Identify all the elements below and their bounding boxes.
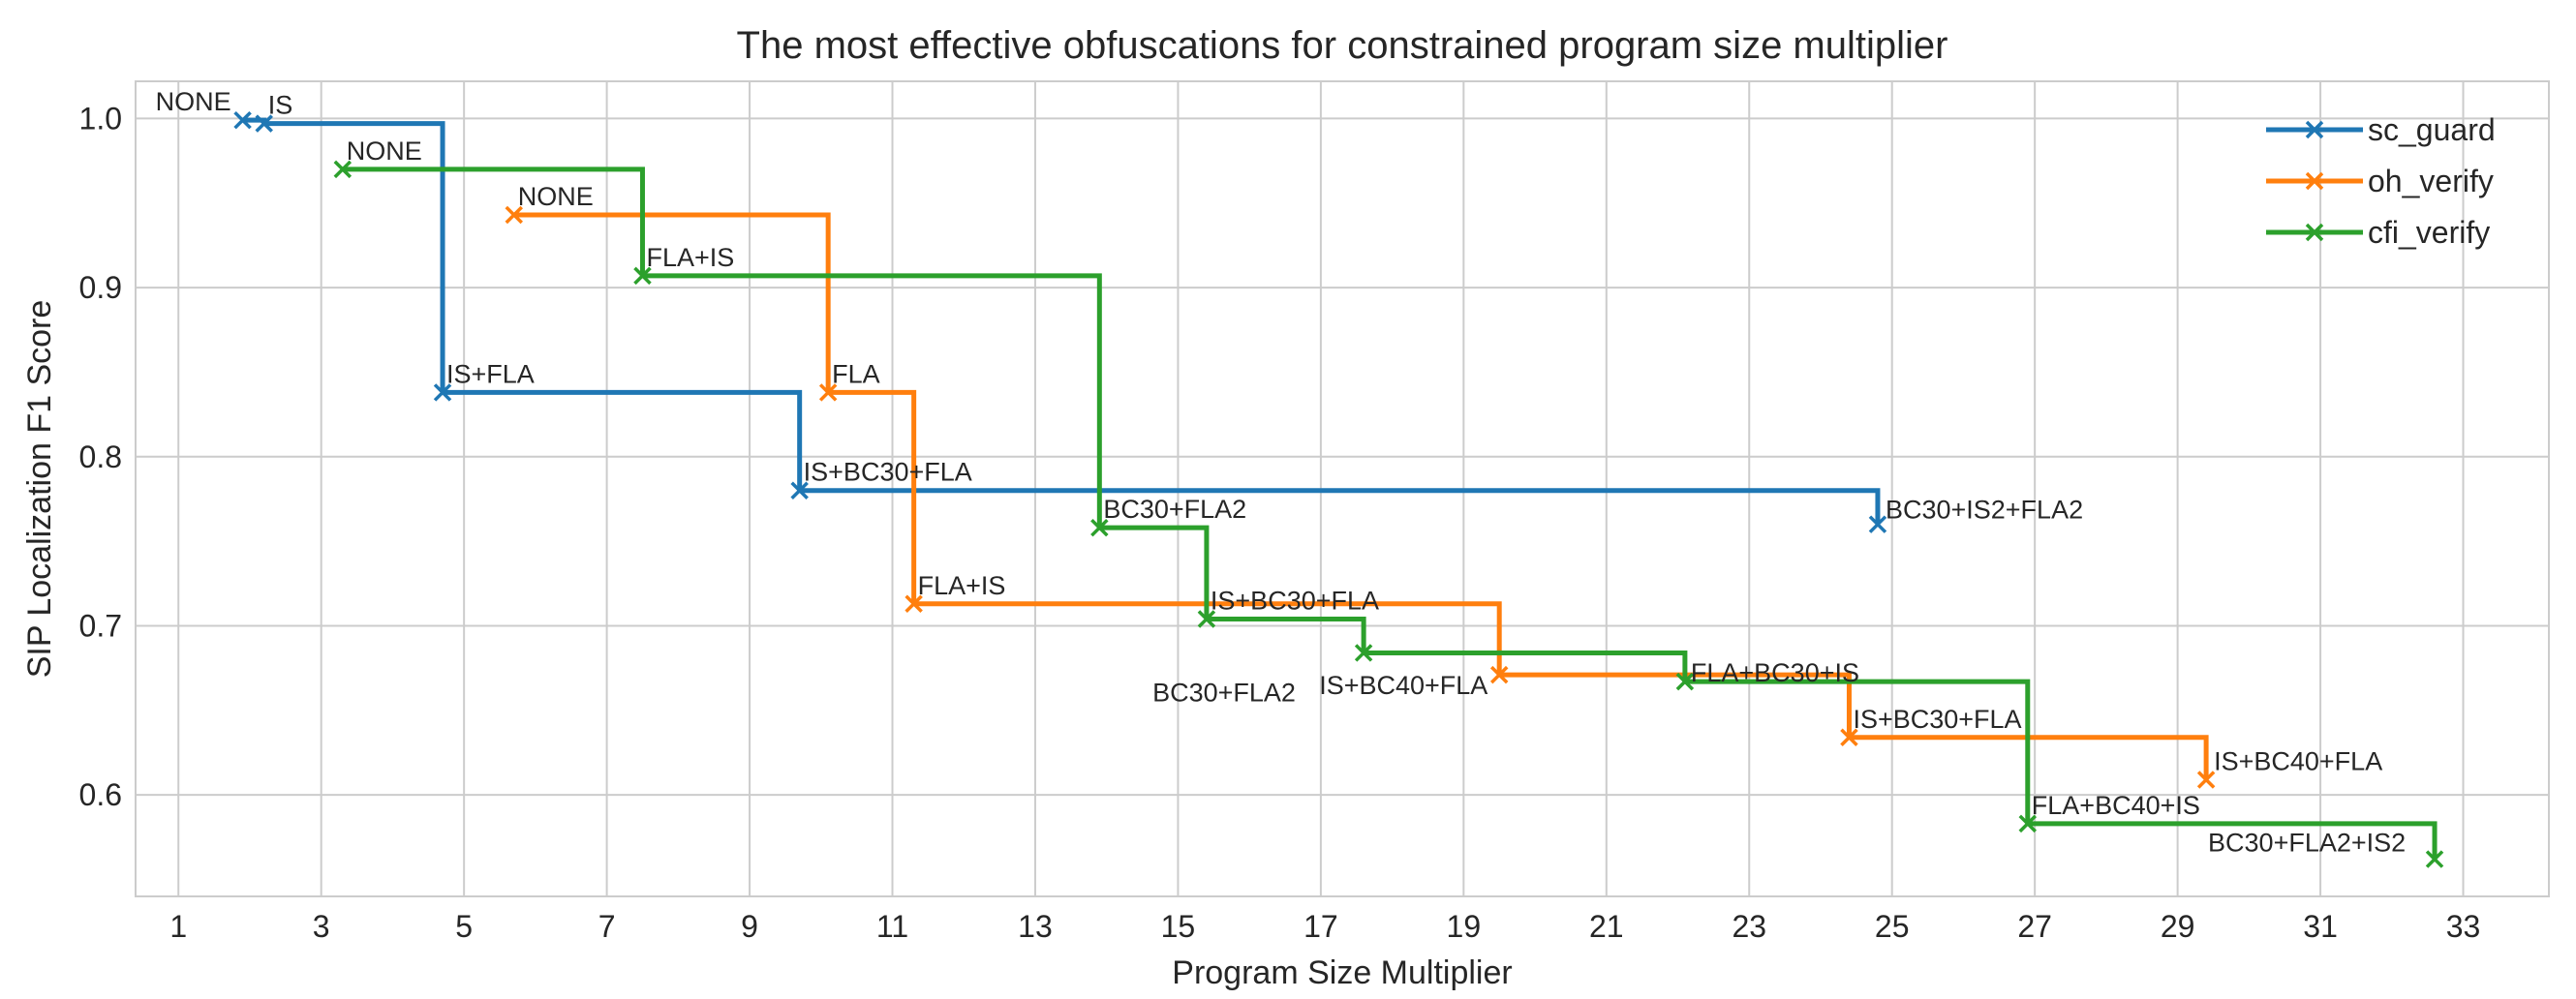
chart-title: The most effective obfuscations for cons… xyxy=(737,24,1948,67)
x-tick-label: 23 xyxy=(1732,909,1766,944)
data-point-marker xyxy=(333,160,353,179)
data-point-marker xyxy=(1675,672,1695,691)
data-point-marker xyxy=(1840,728,1858,747)
data-point-label: BC30+FLA2+IS2 xyxy=(2208,829,2406,858)
x-tick-label: 17 xyxy=(1303,909,1338,944)
data-point-label: IS+FLA xyxy=(446,359,535,388)
series-oh_verify xyxy=(505,205,2216,789)
x-tick-label: 27 xyxy=(2017,909,2052,944)
data-point-marker xyxy=(790,481,809,500)
x-tick-label: 29 xyxy=(2161,909,2195,944)
legend: sc_guard oh_verify cfi_verify xyxy=(2266,112,2496,250)
data-point-label: IS+BC30+FLA xyxy=(804,458,972,487)
data-point-marker xyxy=(1868,515,1887,533)
legend-item-cfi_verify: cfi_verify xyxy=(2266,215,2490,250)
data-point-label: IS+BC30+FLA xyxy=(1211,587,1379,616)
x-tick-label: 19 xyxy=(1447,909,1482,944)
data-point-label: IS+BC40+FLA xyxy=(2214,746,2382,775)
legend-marker xyxy=(2305,171,2324,191)
x-tick-label: 13 xyxy=(1018,909,1053,944)
y-tick-label: 0.9 xyxy=(79,270,122,305)
x-tick-label: 7 xyxy=(598,909,616,944)
legend-label: cfi_verify xyxy=(2368,215,2490,250)
axis-ticks: 1 3 5 7 9 11 13 15 17 19 21 23 25 27 29 31 330.60.70.80.… xyxy=(79,101,2481,944)
data-point-marker xyxy=(2196,771,2216,789)
data-point-marker xyxy=(2425,850,2444,868)
data-point-label: IS+BC30+FLA xyxy=(1853,705,2021,734)
data-point-label: BC30+IS2+FLA2 xyxy=(1886,496,2083,525)
x-tick-label: 25 xyxy=(1875,909,1910,944)
legend-label: oh_verify xyxy=(2368,164,2494,198)
data-point-marker xyxy=(1197,610,1216,628)
series-cfi_verify xyxy=(333,160,2444,868)
data-point-label: FLA+BC30+IS xyxy=(1691,658,1859,687)
series-layer xyxy=(233,110,2444,868)
x-tick-label: 15 xyxy=(1161,909,1196,944)
legend-marker xyxy=(2305,120,2324,139)
data-point-marker xyxy=(905,594,923,614)
series-sc_guard xyxy=(233,110,1887,533)
data-point-label: NONE xyxy=(156,87,231,116)
data-point-label: NONE xyxy=(347,136,422,166)
x-tick-label: 1 xyxy=(169,909,187,944)
x-tick-label: 31 xyxy=(2303,909,2338,944)
legend-item-sc_guard: sc_guard xyxy=(2266,112,2496,147)
data-point-label: FLA+IS xyxy=(918,571,1006,600)
y-axis-label: SIP Localization F1 Score xyxy=(21,300,58,679)
legend-label: sc_guard xyxy=(2368,112,2496,147)
data-point-marker xyxy=(1354,644,1373,662)
y-tick-label: 0.7 xyxy=(79,608,122,643)
x-tick-label: 5 xyxy=(455,909,473,944)
y-tick-label: 0.8 xyxy=(79,439,122,474)
plot-frame xyxy=(135,80,2550,897)
x-tick-label: 11 xyxy=(876,909,908,944)
x-tick-label: 9 xyxy=(741,909,758,944)
data-point-marker xyxy=(255,114,273,133)
data-point-marker xyxy=(1090,518,1109,537)
data-point-marker xyxy=(1489,665,1509,684)
legend-item-oh_verify: oh_verify xyxy=(2266,164,2494,198)
x-tick-label: 3 xyxy=(313,909,330,944)
data-point-label: IS+BC40+FLA xyxy=(1319,671,1487,700)
series-line-oh_verify xyxy=(513,212,2209,780)
data-point-label: FLA xyxy=(832,359,880,388)
data-point-marker xyxy=(2018,814,2038,833)
y-tick-label: 0.6 xyxy=(79,777,122,812)
data-point-marker xyxy=(505,205,523,225)
data-point-label: FLA+IS xyxy=(646,243,734,272)
legend-marker xyxy=(2305,223,2324,242)
data-point-marker xyxy=(233,110,252,130)
x-axis-label: Program Size Multiplier xyxy=(1172,954,1512,991)
data-point-marker xyxy=(433,383,452,402)
data-point-marker xyxy=(818,383,838,402)
data-point-label: FLA+BC40+IS xyxy=(2032,791,2200,820)
y-tick-label: 1.0 xyxy=(79,101,122,136)
annotations: NONE IS IS+FLA IS+BC30+FLA BC30+IS2+FLA2 NONE… xyxy=(156,87,2407,857)
x-tick-label: 33 xyxy=(2446,909,2481,944)
data-point-label: IS xyxy=(268,91,293,120)
data-point-label: BC30+FLA2 xyxy=(1103,495,1246,524)
series-line-cfi_verify xyxy=(342,166,2438,860)
data-point-marker xyxy=(633,266,652,286)
data-point-label: BC30+FLA2 xyxy=(1152,678,1296,707)
x-tick-label: 21 xyxy=(1589,909,1624,944)
data-point-label: NONE xyxy=(518,182,594,211)
